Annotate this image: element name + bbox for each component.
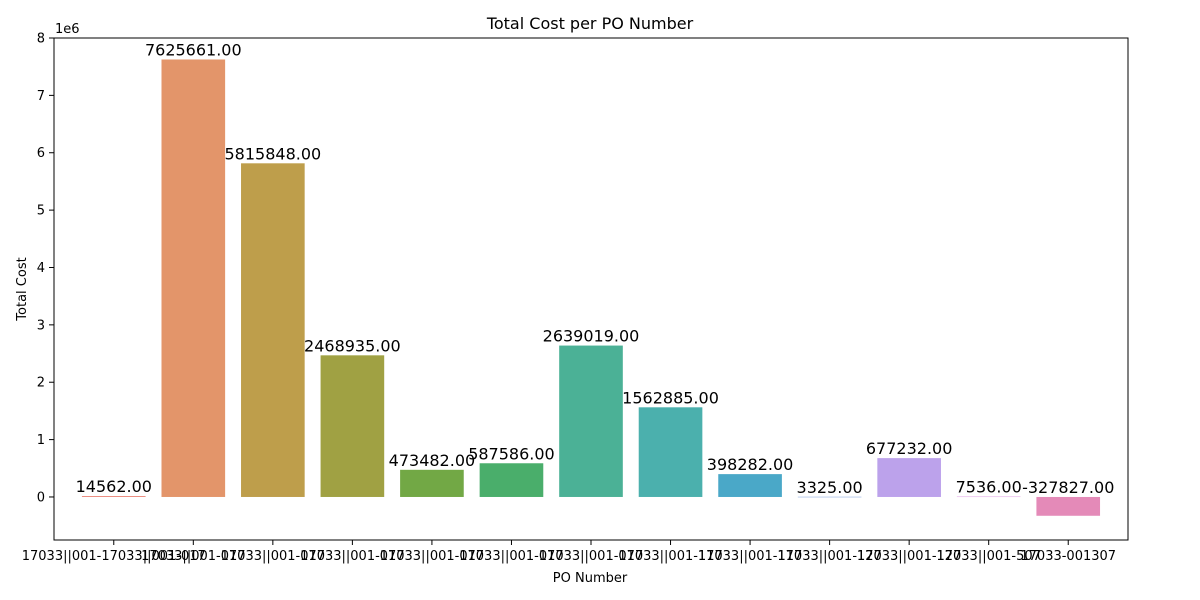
bar-value-label: 14562.00 (76, 477, 152, 496)
y-tick-label: 0 (37, 490, 45, 505)
x-tick-label: 17033||001-017 (300, 549, 404, 564)
y-tick-label: 6 (37, 146, 45, 161)
bar-value-label: 5815848.00 (224, 144, 321, 163)
x-tick-label: 17033||001-117 (698, 549, 802, 564)
plot-frame (53, 37, 1129, 541)
y-tick-label: 3 (37, 318, 45, 333)
x-axis: 17033||001-17033||001-01717033||001-0171… (22, 540, 1116, 564)
bars-group (81, 59, 1101, 516)
bar-value-label: -327827.00 (1022, 478, 1114, 497)
bar (877, 458, 941, 497)
y-tick-label: 7 (37, 89, 45, 104)
x-tick-label: 17033||001-127 (857, 549, 961, 564)
bar (81, 496, 146, 497)
y-tick-label: 4 (37, 261, 45, 276)
x-tick-label: 17033||001-127 (777, 549, 881, 564)
bar-value-label: 7536.00 (956, 478, 1022, 497)
chart-title: Total Cost per PO Number (486, 14, 694, 33)
bar (638, 407, 703, 497)
bar-value-label: 3325.00 (797, 478, 863, 497)
bar (1036, 496, 1101, 516)
x-tick-label: 17033||001-17033||001-017 (22, 549, 206, 564)
x-tick-label: 17033||001-117 (618, 549, 722, 564)
x-tick-label: 17033||001-507 (936, 549, 1040, 564)
bar (320, 355, 385, 497)
y-tick-label: 8 (37, 32, 45, 47)
bar-value-label: 398282.00 (707, 455, 794, 474)
x-tick-label: 17033-001307 (1020, 549, 1116, 564)
x-tick-label: 17033||001-017 (141, 549, 245, 564)
y-tick-label: 1 (37, 433, 45, 448)
x-tick-label: 17033||001-017 (539, 549, 643, 564)
bar (797, 496, 862, 498)
bar (241, 163, 305, 497)
bar-value-label: 1562885.00 (622, 388, 719, 407)
bar-value-label: 677232.00 (866, 439, 953, 458)
bar-value-label: 587586.00 (468, 444, 555, 463)
y-tick-label: 2 (37, 376, 45, 391)
bar-value-label: 2468935.00 (304, 336, 401, 355)
bar (161, 59, 226, 497)
bar (956, 496, 1021, 498)
y-axis: 0 1 2 3 4 5 6 7 8 (37, 32, 54, 505)
y-tick-label: 5 (37, 204, 45, 219)
bar-labels-group: 14562.00 7625661.00 5815848.00 2468935.00 47… (76, 40, 1115, 496)
x-axis-label: PO Number (553, 571, 628, 586)
bar-value-label: 473482.00 (389, 451, 476, 470)
y-axis-label: Total Cost (15, 257, 30, 321)
bar-value-label: 2639019.00 (543, 327, 640, 346)
bar (400, 469, 464, 497)
x-tick-label: 17033||001-017 (380, 549, 484, 564)
bar-value-label: 7625661.00 (145, 40, 242, 59)
bar (479, 463, 544, 497)
y-scale-label: 1e6 (55, 22, 80, 37)
x-tick-label: 17033||001-017 (459, 549, 563, 564)
bar (559, 345, 623, 497)
bar (718, 474, 782, 497)
x-tick-label: 17033||001-017 (221, 549, 325, 564)
